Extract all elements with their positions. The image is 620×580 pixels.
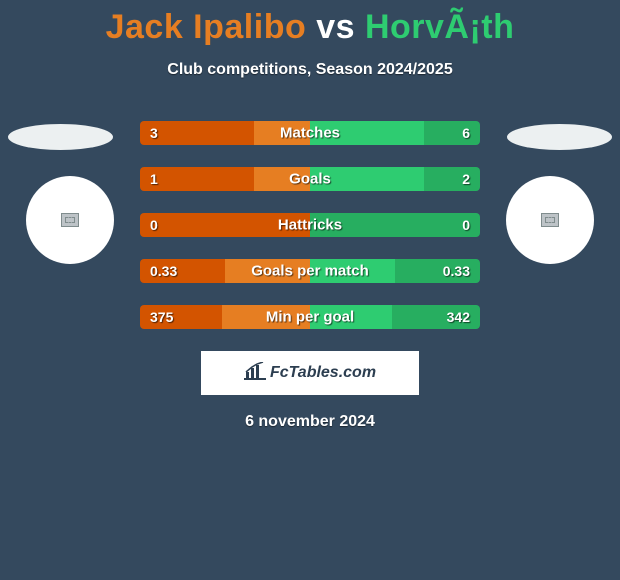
player1-name: Jack Ipalibo bbox=[106, 8, 307, 46]
date-text: 6 november 2024 bbox=[0, 413, 620, 431]
stat-row: 0 0 Hattricks bbox=[140, 213, 480, 237]
stat-label: Hattricks bbox=[278, 217, 342, 234]
player1-club-badge bbox=[26, 176, 114, 264]
player1-flag-placeholder bbox=[8, 124, 113, 150]
stat-left-value: 0 bbox=[150, 217, 158, 233]
placeholder-icon bbox=[61, 213, 79, 227]
brand-text: FcTables.com bbox=[270, 364, 376, 382]
player2-club-badge bbox=[506, 176, 594, 264]
stat-row: 375 342 Min per goal bbox=[140, 305, 480, 329]
comparison-title: Jack Ipalibo vs HorvÃ¡th bbox=[0, 0, 620, 47]
stat-label: Goals per match bbox=[251, 263, 369, 280]
stat-right-value: 0.33 bbox=[443, 263, 470, 279]
brand-box: FcTables.com bbox=[201, 351, 419, 395]
stat-label: Goals bbox=[289, 171, 331, 188]
vs-text: vs bbox=[316, 8, 355, 46]
placeholder-icon bbox=[541, 213, 559, 227]
player2-name: HorvÃ¡th bbox=[365, 8, 514, 46]
stats-bars-container: 3 6 Matches 1 2 Goals 0 0 Hattricks 0.33 0.33 Goals… bbox=[140, 121, 480, 329]
stat-right-value: 6 bbox=[462, 125, 470, 141]
stat-right-value: 342 bbox=[447, 309, 470, 325]
stat-right-value: 0 bbox=[462, 217, 470, 233]
stat-row: 1 2 Goals bbox=[140, 167, 480, 191]
stat-left-value: 0.33 bbox=[150, 263, 177, 279]
stat-left-value: 3 bbox=[150, 125, 158, 141]
stat-left-value: 375 bbox=[150, 309, 173, 325]
stat-row: 0.33 0.33 Goals per match bbox=[140, 259, 480, 283]
brand-chart-icon bbox=[244, 362, 266, 385]
stat-label: Min per goal bbox=[266, 309, 354, 326]
stat-label: Matches bbox=[280, 125, 340, 142]
stat-right-value: 2 bbox=[462, 171, 470, 187]
stat-row: 3 6 Matches bbox=[140, 121, 480, 145]
subtitle: Club competitions, Season 2024/2025 bbox=[0, 61, 620, 79]
player2-flag-placeholder bbox=[507, 124, 612, 150]
stat-left-value: 1 bbox=[150, 171, 158, 187]
